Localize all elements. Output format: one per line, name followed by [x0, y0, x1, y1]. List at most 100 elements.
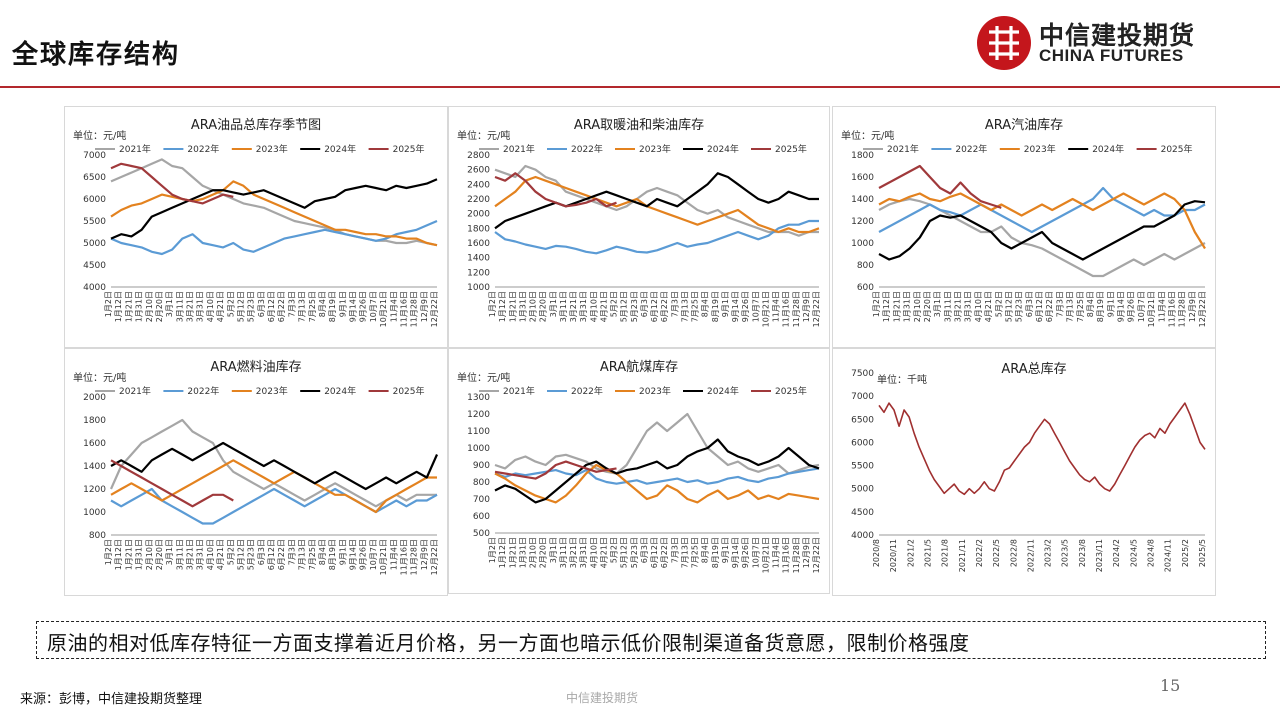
- series-line: [494, 172, 617, 208]
- series-line: [494, 467, 820, 485]
- x-tick-label: 2月10日: [529, 537, 538, 568]
- x-tick-label: 2021/5: [923, 539, 932, 567]
- x-tick-label: 3月31日: [964, 291, 973, 322]
- x-tick-label: 6月12日: [267, 291, 276, 322]
- x-tick-label: 3月21日: [569, 537, 578, 568]
- source-note: 来源：彭博，中信建投期货整理: [20, 692, 203, 707]
- x-tick-label: 4月21日: [599, 291, 608, 322]
- chart-title: ARA汽油库存: [985, 117, 1063, 133]
- x-tick-label: 10月21日: [761, 537, 770, 573]
- x-tick-label: 2月20日: [923, 291, 932, 322]
- legend-label: 2021年: [503, 385, 535, 397]
- x-tick-label: 9月14日: [731, 291, 740, 322]
- logo-en-text: CHINA FUTURES: [1039, 46, 1184, 65]
- series-line: [494, 438, 820, 504]
- x-tick-label: 1月12日: [114, 291, 123, 322]
- x-tick-label: 9月26日: [359, 291, 368, 322]
- x-tick-label: 2月10日: [145, 291, 154, 322]
- footer-company: 中信建投期货: [566, 691, 639, 705]
- x-tick-label: 3月1日: [165, 291, 174, 317]
- x-tick-label: 7月13日: [298, 539, 307, 570]
- x-tick-label: 5月12日: [236, 539, 245, 570]
- legend-label: 2025年: [393, 385, 425, 397]
- y-tick-label: 1100: [467, 427, 490, 437]
- chart-title: ARA总库存: [1001, 361, 1066, 377]
- x-tick-label: 1月12日: [498, 291, 507, 322]
- series-line: [878, 402, 1206, 496]
- y-tick-label: 1000: [467, 283, 490, 293]
- x-tick-label: 1月2日: [872, 291, 881, 317]
- x-tick-label: 2023/8: [1078, 539, 1087, 567]
- legend-label: 2022年: [571, 385, 603, 397]
- x-tick-label: 2022/11: [1026, 539, 1035, 572]
- x-tick-label: 2022/2: [975, 539, 984, 567]
- series-line: [110, 459, 437, 514]
- x-tick-label: 2月10日: [145, 539, 154, 570]
- x-tick-label: 6月12日: [650, 537, 659, 568]
- x-tick-label: 2024/2: [1112, 539, 1121, 567]
- x-tick-label: 11月4日: [1157, 291, 1166, 322]
- y-tick-label: 5500: [851, 462, 874, 472]
- x-tick-label: 5月23日: [1015, 291, 1024, 322]
- x-tick-label: 8月19日: [328, 539, 337, 570]
- legend-label: 2023年: [1024, 143, 1056, 155]
- x-tick-label: 6月22日: [1045, 291, 1054, 322]
- x-tick-label: 2021/2: [906, 539, 915, 567]
- x-tick-label: 5月2日: [994, 291, 1003, 317]
- x-tick-label: 2023/5: [1061, 539, 1070, 567]
- x-tick-label: 3月11日: [943, 291, 952, 322]
- series-line: [494, 463, 820, 504]
- x-tick-label: 4月21日: [216, 539, 225, 570]
- x-tick-label: 1月2日: [488, 537, 497, 563]
- x-tick-label: 10月21日: [761, 291, 770, 327]
- x-tick-label: 11月4日: [389, 539, 398, 570]
- chart-panel-gasoline: ARA汽油库存 单位：元/吨 2021年 2022年 2023年 2024年 2025年 60…: [832, 106, 1216, 348]
- x-tick-label: 9月26日: [359, 539, 368, 570]
- x-tick-label: 11月16日: [399, 291, 408, 327]
- legend-label: 2024年: [324, 143, 356, 155]
- y-tick-label: 600: [473, 512, 490, 522]
- y-tick-label: 1400: [851, 195, 874, 205]
- x-tick-label: 9月26日: [741, 537, 750, 568]
- y-tick-label: 700: [473, 495, 490, 505]
- y-tick-label: 1000: [83, 508, 106, 518]
- x-tick-label: 3月21日: [954, 291, 963, 322]
- x-tick-label: 11月16日: [782, 291, 791, 327]
- x-tick-label: 4月21日: [984, 291, 993, 322]
- x-tick-label: 5月2日: [610, 291, 619, 317]
- x-tick-label: 9月26日: [741, 291, 750, 322]
- x-tick-label: 11月28日: [410, 291, 419, 327]
- legend-label: 2022年: [187, 143, 219, 155]
- y-tick-label: 2000: [467, 210, 490, 220]
- series-line: [494, 172, 819, 230]
- x-tick-label: 3月1日: [549, 537, 558, 563]
- y-tick-label: 1300: [467, 393, 490, 403]
- y-tick-label: 6500: [851, 415, 874, 425]
- y-tick-label: 1600: [83, 439, 106, 449]
- x-tick-label: 11月4日: [389, 291, 398, 322]
- x-tick-label: 5月2日: [226, 539, 235, 565]
- y-tick-label: 2000: [83, 393, 106, 403]
- y-tick-label: 1200: [467, 410, 490, 420]
- x-tick-label: 2021/11: [958, 539, 967, 572]
- x-tick-label: 2月10日: [913, 291, 922, 322]
- x-tick-label: 1月2日: [104, 291, 113, 317]
- legend-label: 2021年: [887, 143, 919, 155]
- legend-label: 2022年: [187, 385, 219, 397]
- x-tick-label: 1月31日: [135, 539, 144, 570]
- page-title: 全球库存结构: [12, 40, 181, 70]
- x-tick-label: 1月31日: [135, 291, 144, 322]
- y-tick-label: 1200: [851, 217, 874, 227]
- chart-panel-diesel: ARA取暖油和柴油库存 单位：元/吨 2021年 2022年 2023年 2024年 202…: [448, 106, 830, 348]
- x-tick-label: 3月21日: [569, 291, 578, 322]
- x-tick-label: 1月21日: [124, 539, 133, 570]
- y-tick-label: 1200: [467, 268, 490, 278]
- x-tick-label: 12月9日: [802, 291, 811, 322]
- y-tick-label: 2400: [467, 180, 490, 190]
- x-tick-label: 3月31日: [579, 291, 588, 322]
- x-tick-label: 10月21日: [1147, 291, 1156, 327]
- x-tick-label: 5月12日: [236, 291, 245, 322]
